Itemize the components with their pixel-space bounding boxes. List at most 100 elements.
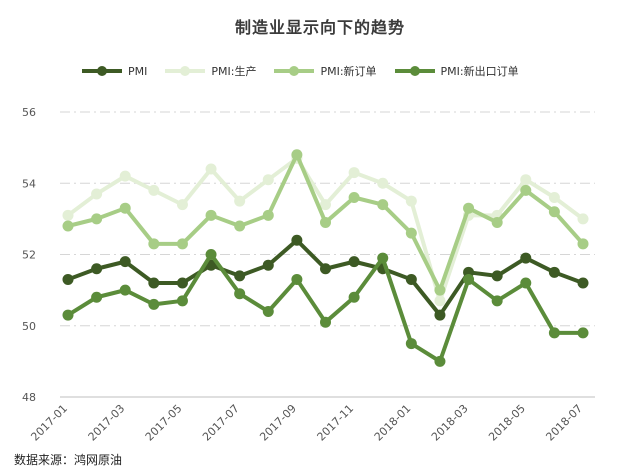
data-point	[491, 270, 503, 282]
data-point	[577, 238, 589, 250]
x-tick-label: 2018-03	[429, 402, 471, 444]
legend-swatch	[394, 66, 435, 76]
data-source-note: 数据来源：鸿网原油	[14, 453, 123, 467]
data-point	[91, 188, 103, 200]
data-point	[320, 316, 331, 328]
data-point	[463, 202, 475, 214]
data-point	[234, 270, 246, 282]
x-tick-label: 2017-11	[315, 402, 357, 444]
data-point	[491, 295, 503, 307]
y-tick-label: 50	[22, 320, 36, 333]
data-point	[520, 277, 532, 289]
data-point	[176, 238, 188, 250]
data-point	[119, 202, 131, 214]
data-point	[434, 284, 446, 296]
data-point	[148, 238, 160, 250]
data-point	[148, 277, 160, 289]
data-point	[262, 174, 274, 186]
series-PMI:新出口订单	[62, 249, 589, 367]
data-point	[577, 327, 589, 339]
data-point	[548, 266, 560, 278]
legend: PMI PMI:生产 PMI:新订单 PMI:新出口订单	[80, 62, 600, 80]
x-tick-label: 2017-01	[28, 402, 70, 444]
x-tick-label: 2017-05	[143, 402, 185, 444]
legend-item: PMI:新订单	[272, 63, 377, 79]
data-point	[234, 220, 246, 232]
legend-marker	[180, 66, 191, 76]
chart-title: 制造业显示向下的趋势	[234, 18, 405, 37]
data-point	[377, 199, 389, 211]
data-point	[291, 273, 303, 285]
data-point	[405, 273, 417, 285]
x-tick-label: 2017-07	[200, 402, 242, 444]
data-point	[234, 195, 246, 207]
data-point	[577, 213, 589, 225]
data-point	[262, 306, 274, 317]
data-point	[548, 192, 560, 203]
legend-label: PMI:生产	[211, 65, 257, 78]
data-point	[348, 291, 360, 303]
series-PMI	[62, 234, 589, 321]
data-point	[405, 227, 417, 239]
data-point	[119, 170, 131, 182]
data-point	[348, 192, 360, 203]
legend-label: PMI:新订单	[320, 65, 377, 78]
data-point	[119, 284, 131, 296]
data-point	[434, 355, 446, 367]
data-point	[62, 209, 74, 221]
data-point	[320, 263, 331, 275]
data-point	[262, 259, 274, 271]
legend-marker	[409, 66, 420, 76]
x-tick-label: 2018-05	[486, 402, 528, 444]
data-point	[262, 209, 274, 221]
data-point	[119, 256, 131, 268]
data-point	[91, 213, 103, 225]
data-point	[91, 263, 103, 275]
data-point	[148, 298, 160, 310]
data-point	[320, 199, 331, 211]
y-tick-label: 52	[22, 249, 36, 262]
data-point	[405, 195, 417, 207]
data-point	[62, 309, 74, 321]
data-point	[520, 252, 532, 264]
data-point	[405, 338, 417, 350]
legend-label: PMI:新出口订单	[440, 65, 519, 78]
data-point	[291, 234, 303, 246]
data-point	[491, 216, 503, 228]
legend-item: PMI	[80, 65, 147, 78]
data-point	[205, 249, 217, 260]
data-point	[62, 220, 74, 232]
data-point	[348, 167, 360, 179]
data-point	[520, 184, 532, 196]
data-point	[205, 163, 217, 175]
legend-swatch	[274, 66, 315, 76]
data-point	[520, 174, 532, 186]
data-point	[176, 199, 188, 211]
x-tick-label: 2018-01	[372, 402, 414, 444]
data-point	[434, 309, 446, 321]
data-point	[320, 216, 331, 228]
data-point	[291, 149, 303, 161]
series-line	[66, 156, 585, 303]
y-tick-label: 48	[22, 391, 36, 404]
series-PMI:新订单	[62, 149, 589, 296]
data-point	[377, 252, 389, 264]
data-point	[176, 277, 188, 289]
data-point	[548, 327, 560, 339]
x-tick-label: 2017-03	[86, 402, 128, 444]
data-point	[176, 295, 188, 307]
legend-label: PMI	[128, 64, 148, 78]
data-point	[434, 295, 446, 307]
data-point	[62, 273, 74, 285]
series-line	[66, 238, 585, 318]
legend-swatch	[82, 66, 122, 76]
data-point	[205, 209, 217, 221]
legend-item: PMI:新出口订单	[393, 63, 519, 79]
data-point	[148, 184, 160, 196]
legend-item: PMI:生产	[163, 63, 256, 79]
data-point	[463, 273, 475, 285]
data-point	[548, 206, 560, 218]
y-tick-label: 56	[22, 106, 36, 119]
data-point	[234, 288, 246, 300]
